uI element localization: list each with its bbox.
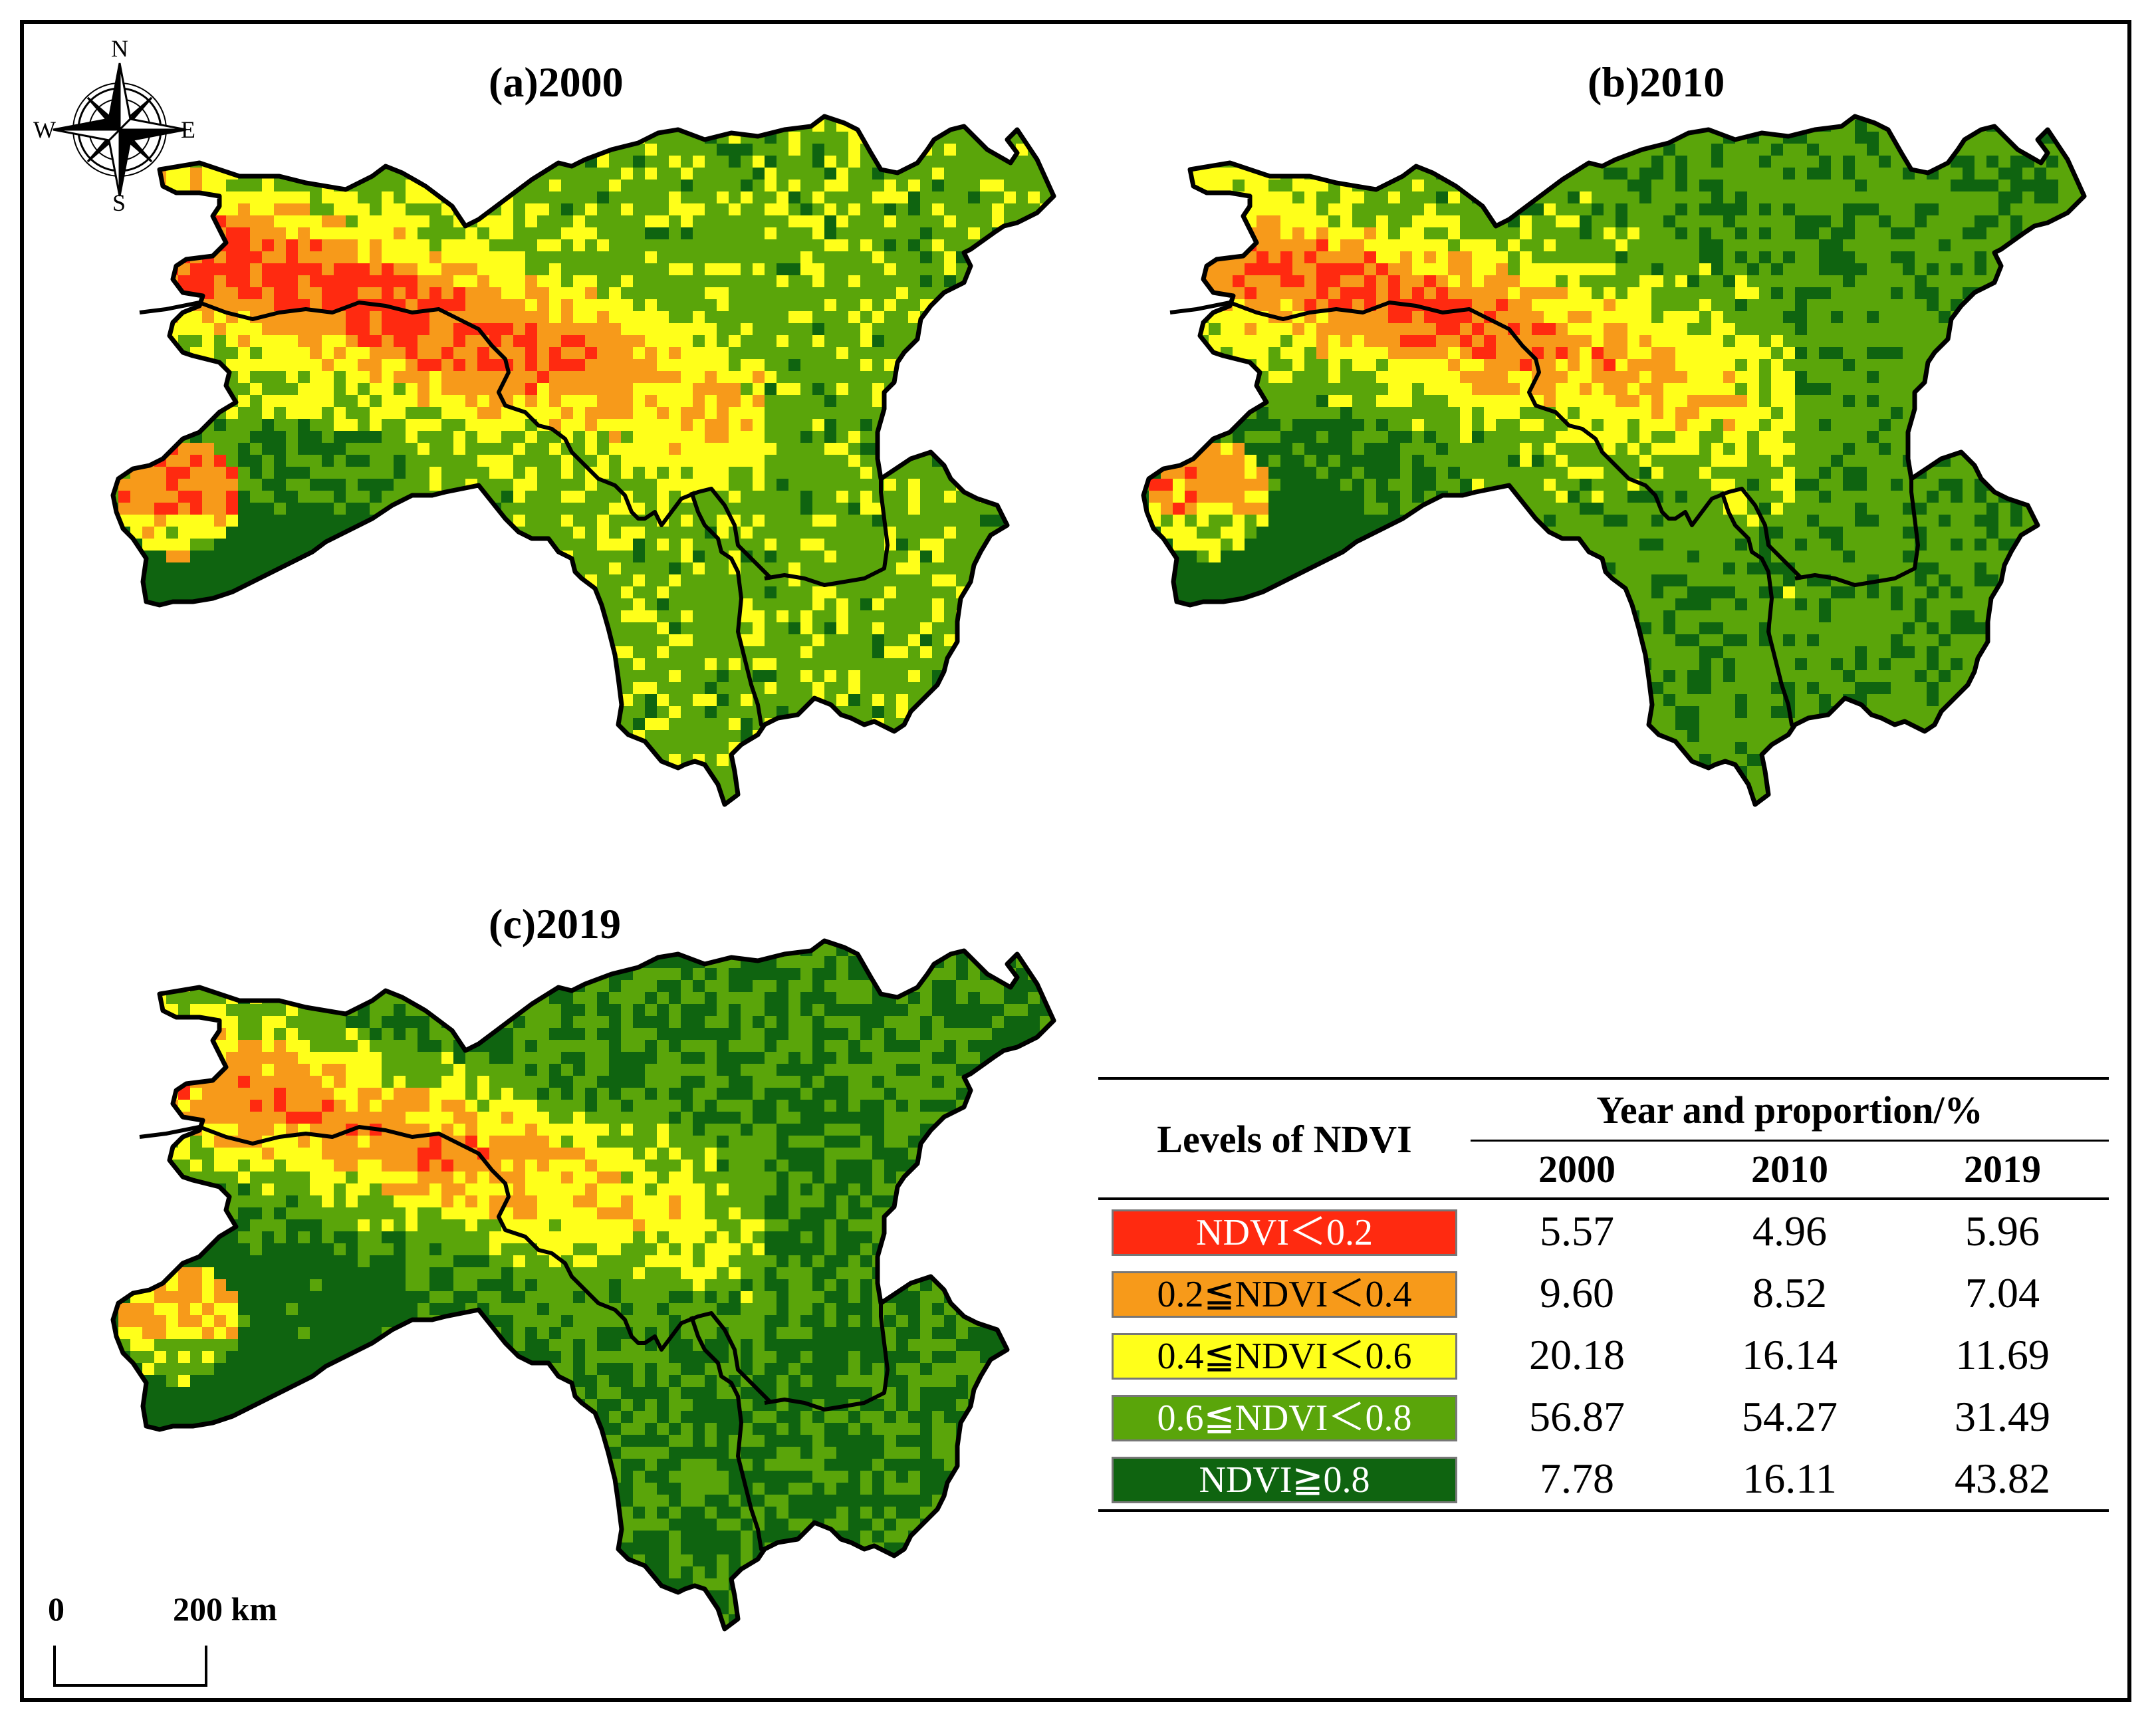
row-header: Levels of NDVI (1098, 1080, 1471, 1200)
panel-title-2010: (b)2010 (1588, 59, 1725, 106)
year-header: 2019 (1896, 1140, 2109, 1200)
table-cell: 16.14 (1742, 1330, 1838, 1378)
panel-title-2019: (c)2019 (489, 900, 622, 947)
region-outline (110, 114, 1056, 807)
compass-west-label: W (33, 116, 56, 143)
compass-rose-icon (53, 62, 187, 197)
legend-swatch: 0.2≦NDVI＜0.4 (1112, 1271, 1457, 1318)
table-row: NDVI≧0.8 7.78 16.11 43.82 (1098, 1447, 2109, 1512)
internal-boundary (764, 1303, 890, 1412)
internal-boundary (764, 479, 890, 587)
figure-frame (20, 20, 2131, 1702)
internal-boundary (1169, 301, 1804, 580)
compass-rose: N S E W (33, 35, 195, 216)
table-cell: 4.96 (1752, 1207, 1827, 1255)
scale-bar-line (53, 1646, 207, 1687)
compass-east-label: E (181, 116, 195, 143)
year-header: 2010 (1683, 1140, 1896, 1200)
group-header: Year and proportion/% (1471, 1080, 2109, 1142)
internal-boundary (1720, 491, 1795, 727)
legend-cell: 0.4≦NDVI＜0.6 (1098, 1324, 1471, 1386)
legend-cell: NDVI≧0.8 (1098, 1447, 1471, 1512)
legend-swatch: 0.6≦NDVI＜0.8 (1112, 1395, 1457, 1441)
table-cell: 7.78 (1471, 1447, 1683, 1512)
table-cell: 54.27 (1742, 1392, 1838, 1440)
internal-boundary (139, 1125, 773, 1405)
legend-swatch: 0.4≦NDVI＜0.6 (1112, 1333, 1457, 1380)
table-cell: 8.52 (1752, 1269, 1827, 1316)
panel-title-2000: (a)2000 (489, 59, 624, 106)
table-cell: 7.04 (1965, 1269, 2040, 1316)
table-cell: 31.49 (1955, 1392, 2050, 1440)
table-cell: 56.87 (1529, 1392, 1625, 1440)
table-cell: 16.11 (1683, 1447, 1896, 1512)
internal-boundary (689, 1316, 765, 1551)
legend-cell: 0.6≦NDVI＜0.8 (1098, 1386, 1471, 1447)
ndvi-proportion-table: Levels of NDVI Year and proportion/% 200… (1098, 1077, 2109, 1512)
table-cell: 20.18 (1529, 1330, 1625, 1378)
scale-start-label: 0 (48, 1590, 64, 1628)
region-outline (1141, 114, 2087, 807)
year-header: 2000 (1471, 1140, 1683, 1200)
legend-swatch: NDVI＜0.2 (1112, 1209, 1457, 1256)
table-row: 0.4≦NDVI＜0.6 20.18 16.14 11.69 (1098, 1324, 2109, 1386)
internal-boundary (139, 301, 773, 580)
compass-south-label: S (112, 189, 126, 216)
table-row: 0.6≦NDVI＜0.8 56.87 54.27 31.49 (1098, 1386, 2109, 1447)
internal-boundary (689, 491, 765, 727)
legend-cell: 0.2≦NDVI＜0.4 (1098, 1262, 1471, 1324)
scale-bar: 0 200 km (40, 1592, 346, 1699)
scale-end-label: 200 km (173, 1590, 277, 1628)
table-row: 0.2≦NDVI＜0.4 9.60 8.52 7.04 (1098, 1262, 2109, 1324)
table-cell: 9.60 (1540, 1269, 1614, 1316)
table-cell: 5.96 (1965, 1207, 2040, 1255)
compass-north-label: N (111, 35, 128, 62)
legend-cell: NDVI＜0.2 (1098, 1199, 1471, 1262)
table-row: NDVI＜0.2 5.57 4.96 5.96 (1098, 1199, 2109, 1262)
internal-boundary (1794, 479, 1920, 587)
legend-swatch: NDVI≧0.8 (1112, 1457, 1457, 1503)
table-cell: 5.57 (1540, 1207, 1614, 1255)
table-cell: 43.82 (1896, 1447, 2109, 1512)
region-outline (110, 938, 1056, 1632)
table-cell: 11.69 (1955, 1330, 2050, 1378)
